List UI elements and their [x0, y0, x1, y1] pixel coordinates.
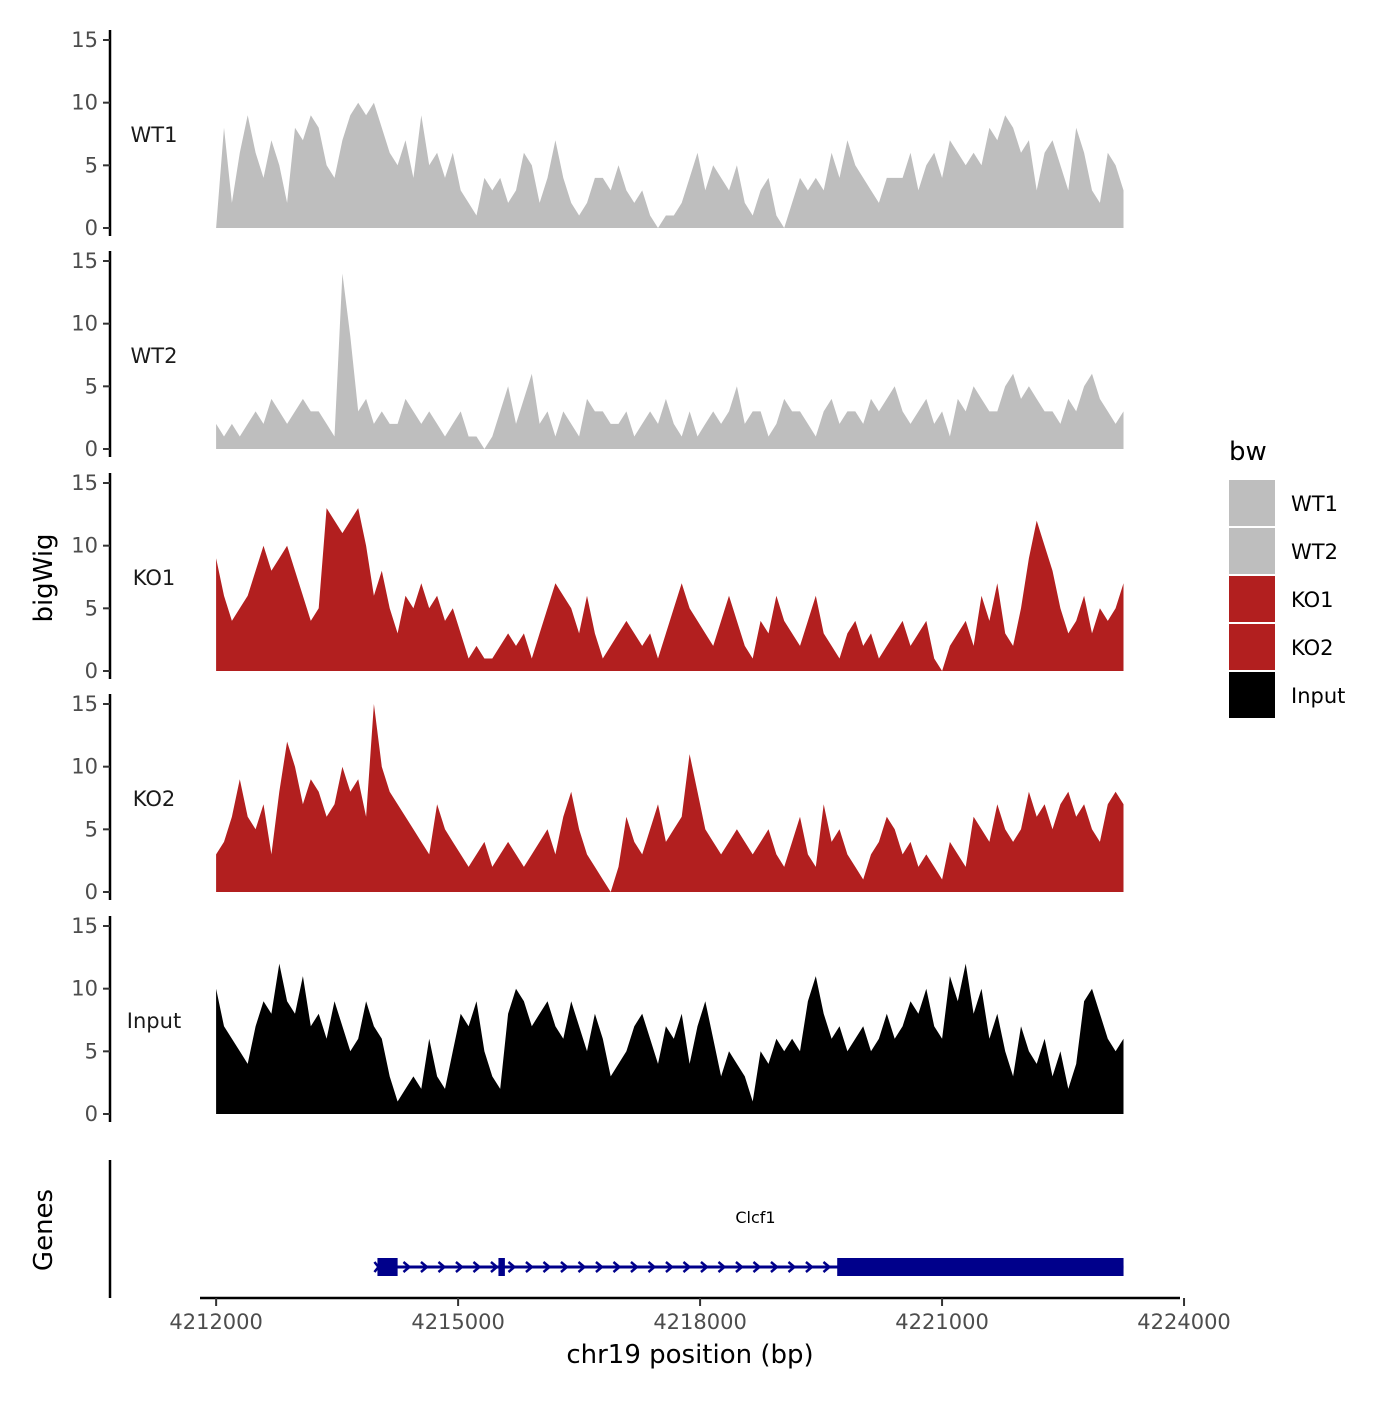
strand-arrow	[787, 1261, 797, 1273]
legend-label-ko2: KO2	[1291, 636, 1334, 660]
strand-arrow	[577, 1261, 587, 1273]
strand-arrow	[437, 1261, 447, 1273]
strand-arrow	[507, 1261, 517, 1273]
strand-arrow	[665, 1261, 674, 1273]
signal-area-wt1	[216, 102, 1124, 228]
signal-area-ko1	[216, 508, 1124, 671]
signal-tracks: 0 5 10 15 WT1 0 5 10 15 WT2 0 5 10 15 KO1 0 5 10 15 KO2 0 5 10…	[71, 28, 1124, 1126]
y-tick-label: 10	[71, 312, 98, 336]
y-tick-label: 0	[85, 216, 98, 240]
x-tick-label: 4212000	[169, 1310, 263, 1334]
x-tick-label: 4224000	[1137, 1310, 1231, 1334]
track-wt2: 0 5 10 15 WT2	[71, 249, 1124, 461]
signal-area-wt2	[216, 273, 1124, 449]
track-ko2: 0 5 10 15 KO2	[71, 692, 1124, 904]
x-tick-label: 4221000	[895, 1310, 989, 1334]
gene-name-label: Clcf1	[735, 1208, 775, 1227]
strand-arrow	[700, 1261, 709, 1273]
y-tick-label: 0	[85, 880, 98, 904]
strand-arrow	[420, 1261, 429, 1273]
y-tick-label: 15	[71, 28, 98, 52]
gene-exon	[498, 1258, 505, 1276]
strand-arrow	[770, 1261, 779, 1273]
strand-arrow	[630, 1261, 639, 1273]
strand-arrow	[595, 1261, 604, 1273]
y-tick-label: 5	[85, 1039, 98, 1063]
x-tick-label: 4218000	[653, 1310, 747, 1334]
y-tick-label: 5	[85, 374, 98, 398]
legend-label-wt2: WT2	[1291, 540, 1338, 564]
legend-swatch-input	[1229, 672, 1275, 718]
strand-arrow	[735, 1261, 744, 1273]
x-axis-title: chr19 position (bp)	[566, 1340, 813, 1370]
y-tick-label: 15	[71, 914, 98, 938]
strand-arrow	[490, 1261, 499, 1273]
strand-arrow	[542, 1261, 552, 1273]
signal-area-input	[216, 963, 1124, 1114]
y-tick-label: 5	[85, 817, 98, 841]
track-label-ko2: KO2	[133, 787, 176, 811]
legend-swatch-ko2	[1229, 624, 1275, 670]
y-tick-label: 10	[71, 534, 98, 558]
strand-arrow	[402, 1261, 412, 1273]
y-tick-label: 10	[71, 755, 98, 779]
strand-arrow	[682, 1261, 692, 1273]
y-tick-label: 5	[85, 596, 98, 620]
gene-track-title: Genes	[29, 1189, 59, 1271]
strand-arrow	[752, 1261, 762, 1273]
legend-swatch-ko1	[1229, 576, 1275, 622]
gene-exon	[377, 1258, 398, 1276]
y-axis-title: bigWig	[29, 533, 59, 622]
track-label-input: Input	[127, 1009, 181, 1033]
x-tick-label: 4215000	[411, 1310, 505, 1334]
legend-swatch-wt2	[1229, 528, 1275, 574]
strand-arrow	[560, 1261, 569, 1273]
y-tick-label: 15	[71, 471, 98, 495]
gene-track: Clcf1	[108, 1160, 1124, 1298]
track-label-wt2: WT2	[131, 344, 178, 368]
y-tick-label: 0	[85, 1102, 98, 1126]
x-axis: 4212000 4215000 4218000 4221000 4224000	[169, 1296, 1231, 1334]
signal-area-ko2	[216, 704, 1124, 892]
track-ko1: 0 5 10 15 KO1	[71, 471, 1124, 683]
y-tick-label: 15	[71, 249, 98, 273]
legend-swatch-wt1	[1229, 480, 1275, 526]
strand-arrow	[717, 1261, 727, 1273]
track-input: 0 5 10 15 Input	[71, 914, 1124, 1126]
y-tick-label: 15	[71, 692, 98, 716]
strand-arrow	[805, 1261, 814, 1273]
gene-exon	[837, 1258, 1124, 1276]
strand-arrow	[455, 1261, 464, 1273]
y-tick-label: 10	[71, 977, 98, 1001]
legend-label-wt1: WT1	[1291, 492, 1338, 516]
legend-title: bw	[1229, 437, 1267, 467]
gene-clcf1: Clcf1	[373, 1208, 1124, 1276]
strand-arrow	[647, 1261, 657, 1273]
track-label-ko1: KO1	[133, 566, 176, 590]
y-tick-label: 0	[85, 437, 98, 461]
track-wt1: 0 5 10 15 WT1	[71, 28, 1124, 240]
y-tick-label: 10	[71, 91, 98, 115]
y-tick-label: 5	[85, 153, 98, 177]
strand-arrow	[822, 1261, 832, 1273]
strand-arrow	[525, 1261, 534, 1273]
strand-arrow	[472, 1261, 482, 1273]
y-tick-label: 0	[85, 659, 98, 683]
legend-label-input: Input	[1291, 684, 1345, 708]
legend: WT1 WT2 KO1 KO2 Input	[1229, 480, 1345, 718]
track-label-wt1: WT1	[131, 123, 178, 147]
legend-label-ko1: KO1	[1291, 588, 1334, 612]
strand-arrow	[612, 1261, 622, 1273]
